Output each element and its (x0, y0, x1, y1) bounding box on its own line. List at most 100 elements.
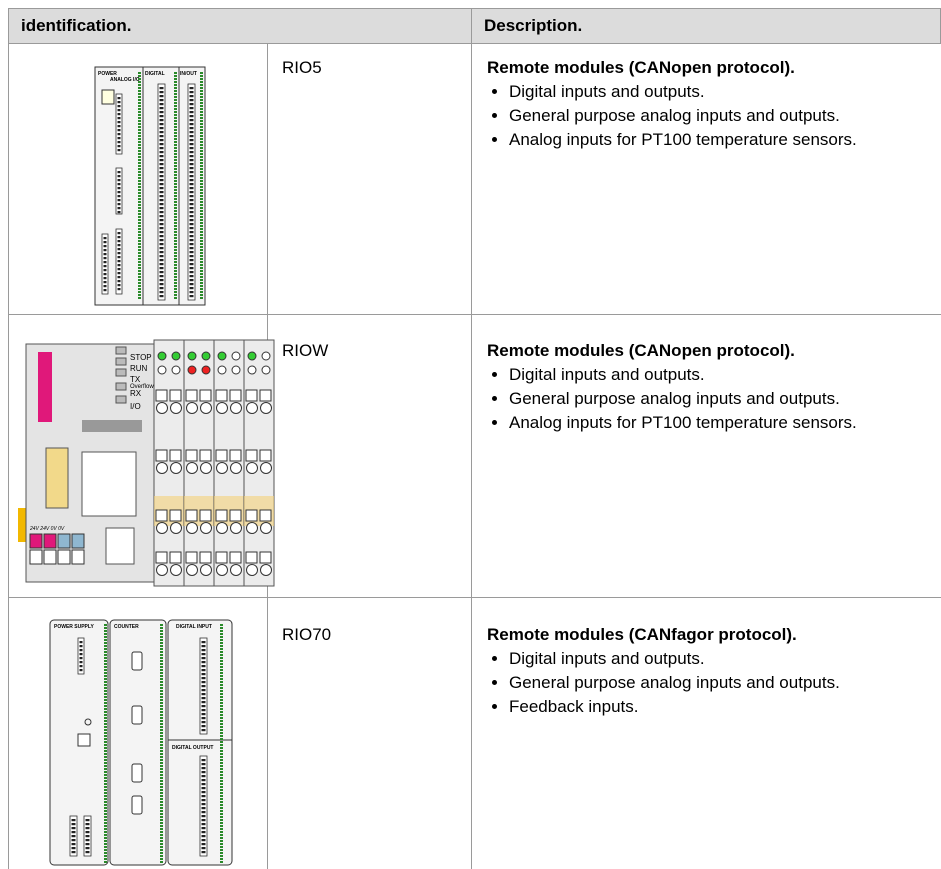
led-bar (138, 78, 141, 80)
screw (216, 522, 228, 534)
terminal (159, 207, 164, 210)
terminal (215, 449, 228, 462)
bullet: Analog inputs for PT100 temperature sens… (509, 411, 857, 435)
led-bar (104, 843, 107, 845)
terminal (103, 269, 107, 272)
led-bar (220, 624, 223, 626)
terminal (159, 199, 164, 202)
led-bar (200, 231, 203, 233)
led-bar (104, 648, 107, 650)
led-bar (220, 681, 223, 683)
screw (260, 462, 272, 474)
led-bar (220, 654, 223, 656)
led-bar (160, 780, 163, 782)
led (261, 365, 271, 375)
status-led (115, 395, 127, 404)
description: Remote modules (CANopen protocol). Digit… (487, 341, 857, 435)
terminal (117, 203, 121, 206)
led-bar (160, 633, 163, 635)
terminal (229, 449, 242, 462)
module (167, 619, 233, 866)
led-bar (138, 264, 141, 266)
terminal (117, 199, 121, 202)
terminal (201, 839, 206, 842)
terminal (155, 551, 168, 564)
led-bar (104, 711, 107, 713)
led-bar (174, 75, 177, 77)
terminal (117, 284, 121, 287)
screw (216, 564, 228, 576)
led-bar (220, 750, 223, 752)
led-bar (104, 681, 107, 683)
terminal (71, 851, 76, 854)
terminal (229, 509, 242, 522)
led-bar (104, 726, 107, 728)
led-bar (104, 756, 107, 758)
led-bar (104, 780, 107, 782)
led-bar (104, 654, 107, 656)
led-bar (220, 627, 223, 629)
led-bar (200, 186, 203, 188)
terminal (189, 167, 194, 170)
led-bar (160, 765, 163, 767)
latch (18, 508, 26, 542)
led-bar (220, 855, 223, 857)
terminal (79, 641, 83, 644)
led-bar (138, 171, 141, 173)
led-bar (200, 183, 203, 185)
terminal (79, 657, 83, 660)
image-label: ANALOG I/O (110, 77, 140, 83)
led-bar (200, 159, 203, 161)
terminal (159, 139, 164, 142)
led-bar (104, 855, 107, 857)
terminal (189, 239, 194, 242)
led-bar (200, 87, 203, 89)
terminal (169, 449, 182, 462)
led-bar (104, 783, 107, 785)
label-strip (82, 420, 142, 432)
terminal (201, 843, 206, 846)
terminal (189, 99, 194, 102)
bullet: Digital inputs and outputs. (509, 363, 857, 387)
led-bar (174, 162, 177, 164)
terminal (159, 131, 164, 134)
led-bar (160, 681, 163, 683)
led-bar (220, 711, 223, 713)
led-bar (104, 687, 107, 689)
led-bar (200, 252, 203, 254)
terminal (117, 195, 121, 198)
terminal (159, 263, 164, 266)
terminal (189, 195, 194, 198)
led (171, 351, 181, 361)
led-bar (104, 846, 107, 848)
led-bar (174, 132, 177, 134)
io-module (183, 339, 215, 587)
terminal (215, 551, 228, 564)
led-bar (174, 216, 177, 218)
led-bar (160, 798, 163, 800)
terminal (201, 657, 206, 660)
terminal (71, 843, 76, 846)
led-bar (138, 276, 141, 278)
terminal (159, 283, 164, 286)
led-bar (160, 630, 163, 632)
led-bar (104, 678, 107, 680)
led-bar (200, 255, 203, 257)
led-bar (138, 108, 141, 110)
led-bar (104, 786, 107, 788)
terminal (159, 231, 164, 234)
led-bar (174, 156, 177, 158)
led-bar (160, 750, 163, 752)
led-bar (220, 696, 223, 698)
terminal (85, 823, 90, 826)
led-bar (160, 831, 163, 833)
led-bar (104, 690, 107, 692)
terminal (201, 779, 206, 782)
led-bar (160, 852, 163, 854)
led-bar (200, 162, 203, 164)
terminal (159, 275, 164, 278)
led-bar (160, 777, 163, 779)
bullet: Feedback inputs. (509, 695, 840, 719)
terminal (159, 107, 164, 110)
led-bar (104, 696, 107, 698)
